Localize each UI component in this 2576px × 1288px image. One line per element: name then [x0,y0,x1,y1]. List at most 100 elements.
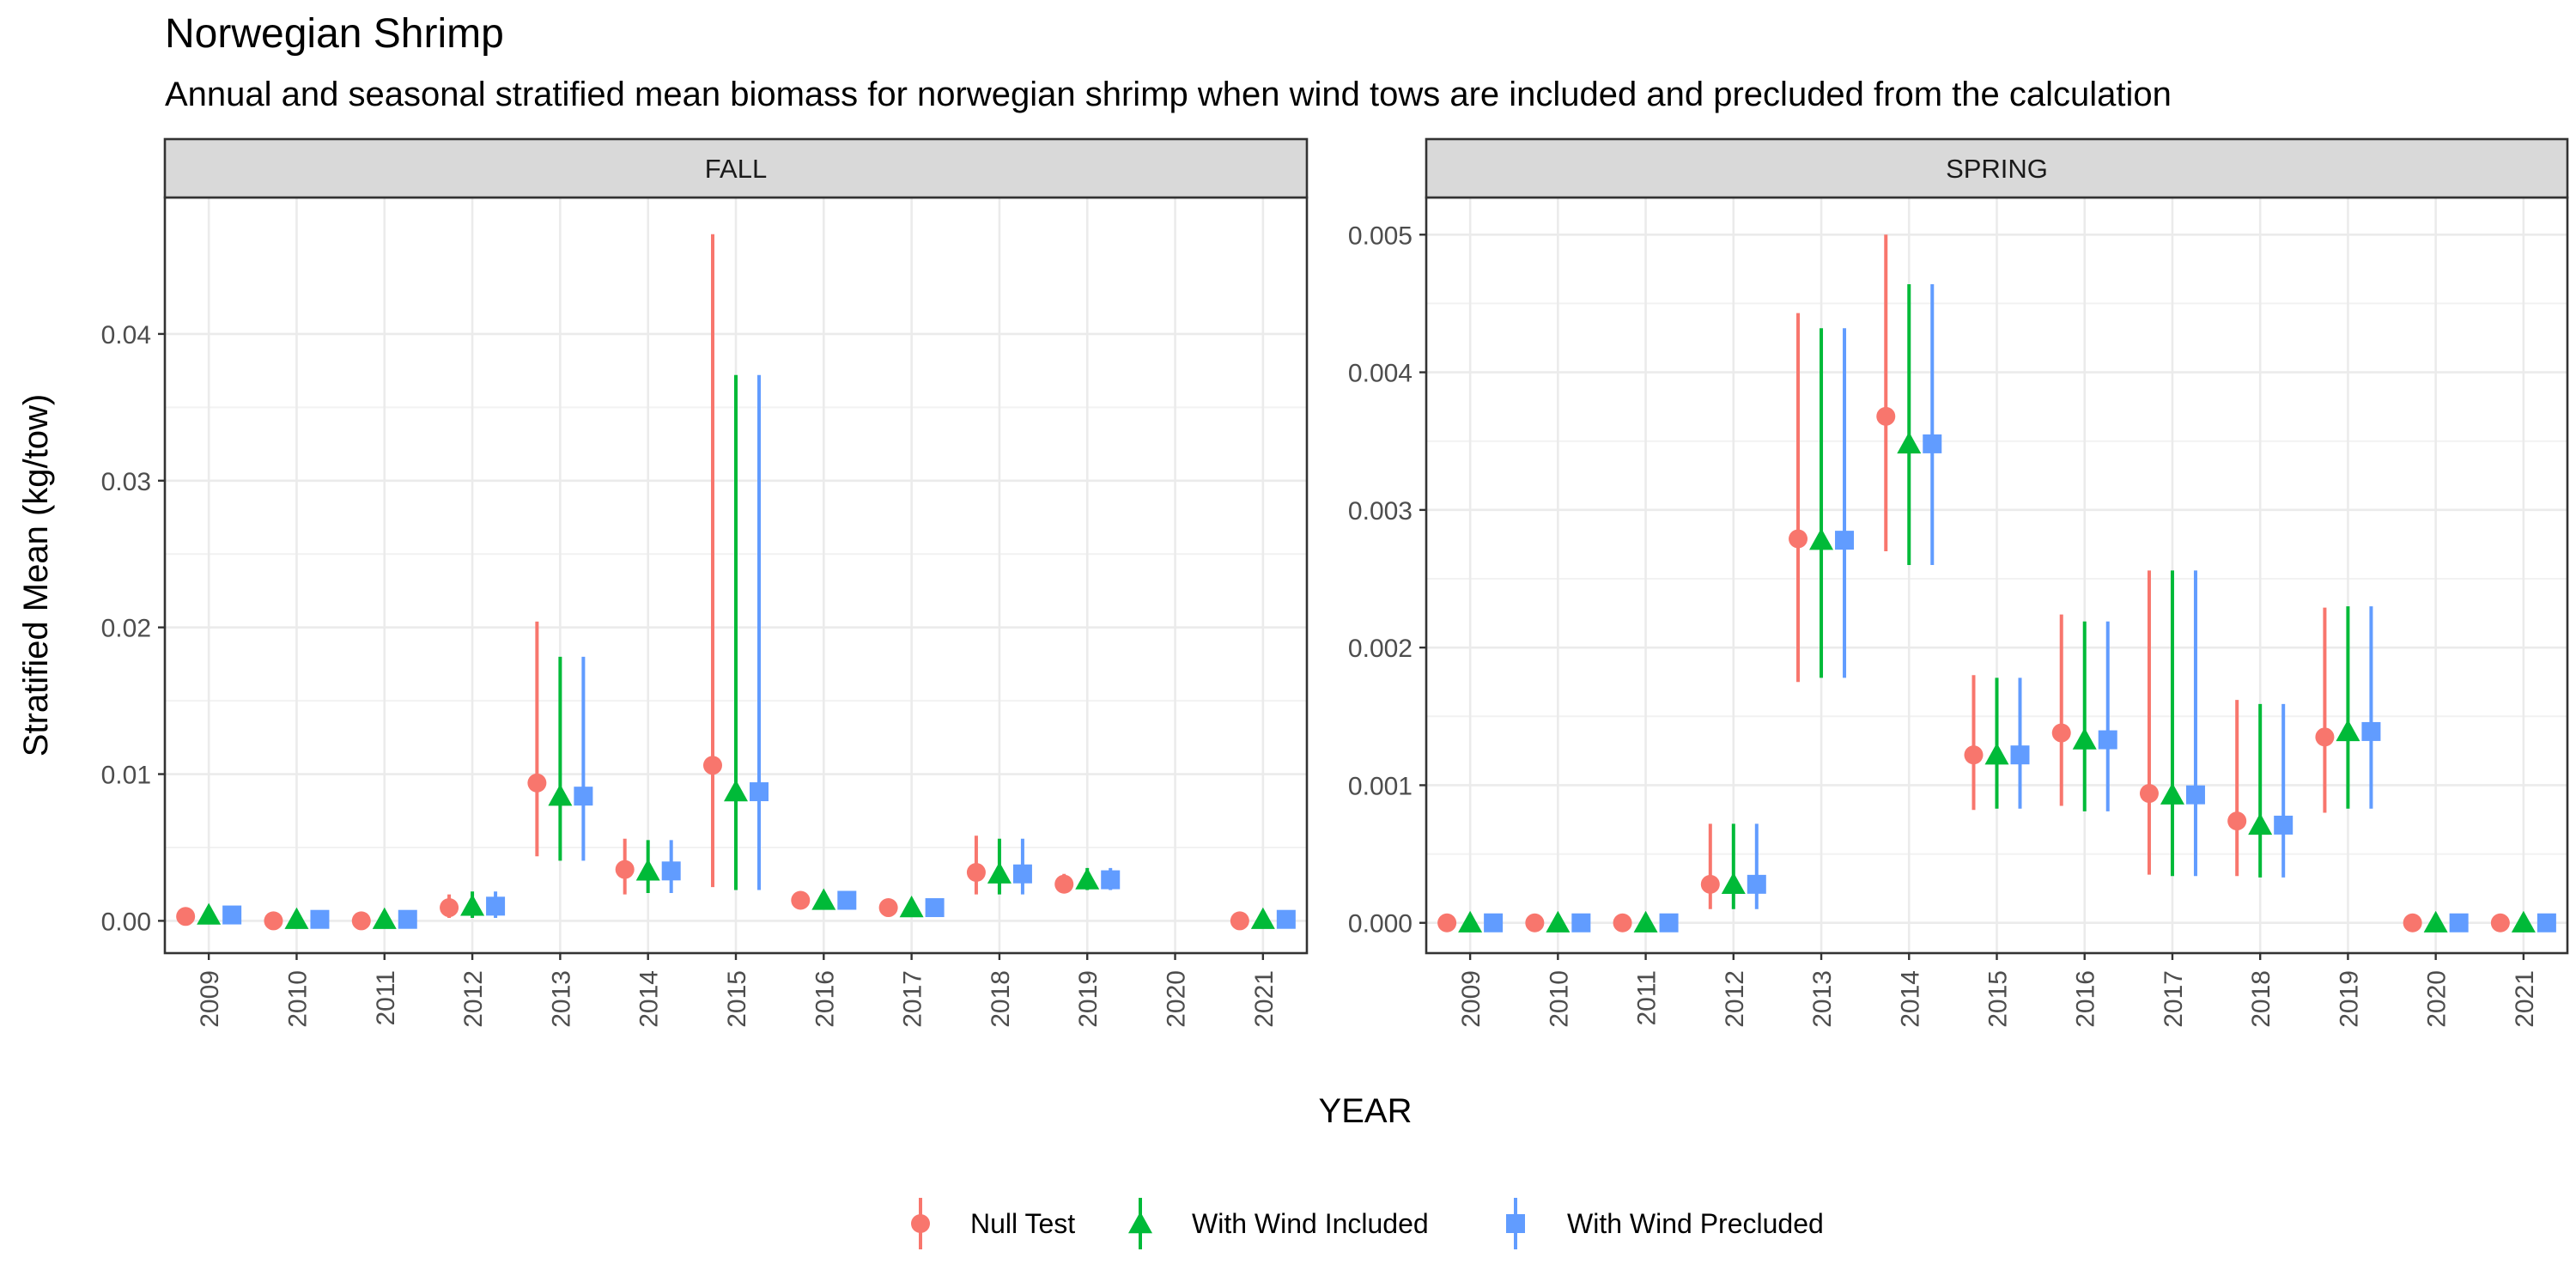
data-point [2511,910,2536,933]
data-point [1012,864,1032,884]
data-point [1876,406,1896,426]
data-point [2449,913,2469,933]
legend-label: Null Test [970,1208,1075,1239]
x-tick-label: 2018 [2247,970,2275,1028]
y-axis-title: Stratified Mean (kg/tow) [17,394,55,756]
data-point [724,780,748,802]
x-tick-label: 2011 [1633,970,1662,1026]
data-point [2227,811,2247,831]
data-point [1984,743,2009,765]
x-tick-label: 2019 [1074,970,1103,1028]
data-point [2537,913,2556,933]
data-point [615,860,635,879]
data-point [878,898,898,918]
data-point [635,859,660,881]
data-point [899,896,924,918]
data-point [2010,745,2030,765]
y-tick-label: 0.01 [101,762,151,790]
data-point [1923,434,1942,453]
data-point [1721,872,1746,895]
data-point [2051,723,2071,743]
chart-subtitle: Annual and seasonal stratified mean biom… [165,76,2172,113]
legend-key-marker [1128,1212,1152,1234]
x-tick-label: 2016 [2072,970,2100,1028]
data-point [1546,910,1571,933]
data-point [811,888,836,910]
x-tick-label: 2014 [635,970,664,1028]
data-point [987,861,1012,884]
y-tick-label: 0.004 [1348,360,1413,388]
x-tick-label: 2009 [196,970,224,1028]
y-tick-label: 0.04 [101,321,151,349]
x-tick-label: 2012 [459,970,488,1028]
data-point [351,911,371,931]
data-point [925,898,945,918]
data-point [966,863,986,883]
x-tick-label: 2011 [372,970,400,1026]
data-point [2361,721,2381,741]
x-tick-label: 2013 [1808,970,1837,1028]
data-point [284,907,309,929]
x-tick-label: 2014 [1896,970,1924,1028]
data-point [2315,727,2335,747]
data-point [791,890,811,910]
x-tick-label: 2021 [2511,970,2539,1028]
data-point [1484,913,1504,933]
data-point [703,756,722,775]
data-point [2072,727,2097,750]
data-point [440,898,459,918]
data-point [372,907,397,929]
x-tick-label: 2009 [1457,970,1485,1028]
data-point [1525,913,1545,933]
data-point [1964,745,1984,765]
x-tick-label: 2015 [723,970,751,1028]
x-tick-label: 2010 [1545,970,1573,1028]
facet-strip-label: SPRING [1946,154,2048,184]
data-point [1789,529,1808,549]
data-point [1700,874,1720,894]
facet-strip [1425,137,2569,199]
y-tick-label: 0.001 [1348,772,1413,800]
legend: Null Test With Wind Included With Wind Pre… [911,1198,1824,1249]
data-point [486,896,506,916]
legend-label: With Wind Included [1192,1208,1429,1239]
data-point [1458,910,1483,933]
data-point [574,787,593,806]
x-tick-label: 2020 [2423,970,2451,1028]
data-point [527,773,547,793]
data-point [661,861,681,881]
data-point [2098,730,2117,750]
data-point [398,909,417,929]
legend-key-marker [911,1214,930,1233]
data-point [460,894,485,916]
facet-strip [163,137,1309,199]
x-tick-label: 2018 [987,970,1015,1028]
facet-strip-label: FALL [705,154,767,184]
x-tick-label: 2020 [1163,970,1191,1028]
y-tick-label: 0.005 [1348,222,1413,250]
data-point [1230,911,1249,931]
data-point [1054,874,1074,894]
legend-item: With Wind Included [1128,1198,1429,1249]
data-point [2248,812,2273,835]
x-tick-label: 2010 [283,970,312,1028]
data-point [1613,913,1632,933]
data-point [222,905,242,925]
data-point [264,911,283,931]
data-point [2274,815,2293,835]
data-point [1437,913,1457,933]
data-point [1250,907,1275,929]
x-tick-label: 2017 [899,970,927,1028]
data-point [750,782,769,802]
x-tick-label: 2013 [547,970,575,1028]
data-point [310,909,330,929]
data-point [2160,782,2184,805]
data-point [2403,913,2422,933]
panel-spring: 0.000 0.001 0.002 0.003 0.004 0.005 2009 2010 20… [1348,137,2569,1028]
data-point [2336,719,2360,742]
legend-key-marker [1506,1214,1525,1233]
data-point [1101,870,1121,890]
x-tick-label: 2015 [1984,970,2013,1028]
x-tick-label: 2021 [1250,970,1279,1028]
data-point [1571,913,1591,933]
